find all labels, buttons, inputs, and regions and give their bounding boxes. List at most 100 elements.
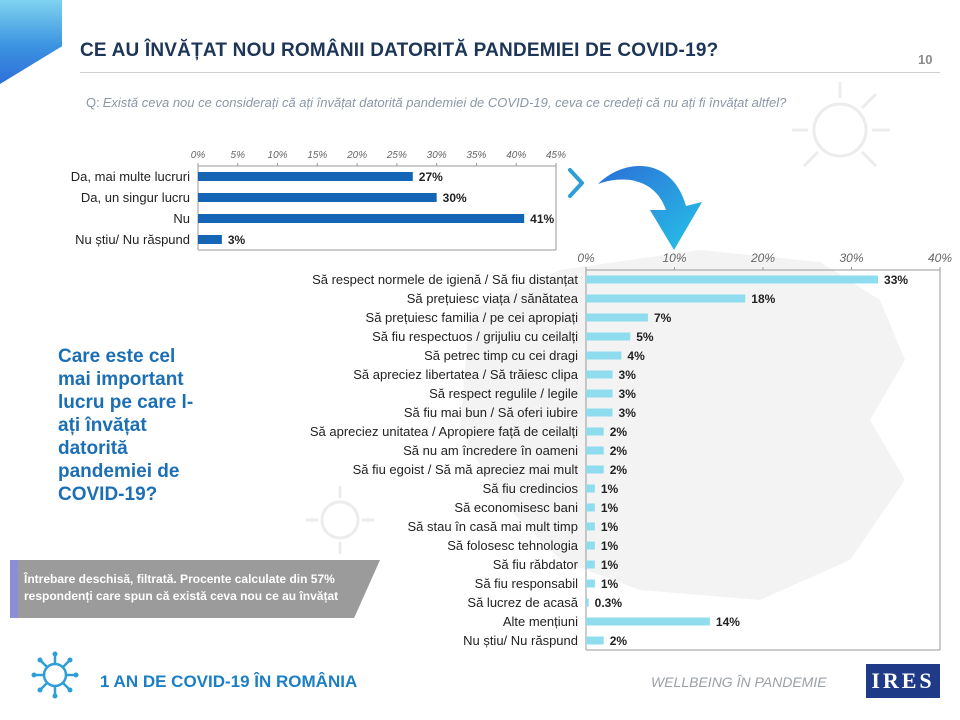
chart-0-category-label: Nu știu/ Nu răspund — [75, 232, 190, 247]
chart-1-value-label: 18% — [751, 292, 775, 306]
chart-0-value-label: 27% — [419, 170, 443, 184]
chart-1-value-label: 2% — [610, 463, 628, 477]
chart-1-value-label: 5% — [636, 330, 654, 344]
chart-1-category-label: Să respect regulile / legile — [429, 386, 578, 401]
chart-1-category-label: Să lucrez de acasă — [467, 595, 578, 610]
chart-1-value-label: 1% — [601, 539, 619, 553]
chart-1-tick-label: 30% — [839, 251, 863, 265]
chart-1-bar — [586, 522, 595, 531]
chart-1-tick-label: 10% — [662, 251, 686, 265]
chart-1-value-label: 2% — [610, 634, 628, 648]
chart-1-value-label: 3% — [619, 406, 637, 420]
curved-arrow-icon — [598, 165, 702, 250]
chart-1-value-label: 2% — [610, 425, 628, 439]
chart-0-tick-label: 30% — [427, 150, 447, 161]
chart-1-category-label: Să apreciez unitatea / Apropiere față de… — [310, 424, 578, 439]
chart-1-bar — [586, 370, 613, 379]
chart-1-bar — [586, 313, 648, 322]
chart-1-value-label: 1% — [601, 558, 619, 572]
chart-1-bar — [586, 427, 604, 436]
chart-0-tick-label: 5% — [231, 150, 246, 161]
chart-1-bar — [586, 446, 604, 455]
chart-1-value-label: 2% — [610, 444, 628, 458]
virus-icon — [31, 651, 79, 699]
chart-1-bar — [586, 541, 595, 550]
chart-1-category-label: Să petrec timp cu cei dragi — [424, 348, 578, 363]
chart-1-value-label: 14% — [716, 615, 740, 629]
side-question: Care este cel mai important lucru pe car… — [58, 346, 194, 505]
chart-1-value-label: 4% — [627, 349, 645, 363]
chart-1-bar — [586, 294, 746, 303]
chart-1-category-label: Să fiu răbdator — [493, 557, 579, 572]
chart-1-bar — [586, 465, 604, 474]
chart-1-category-label: Alte mențiuni — [503, 614, 578, 629]
question-text: Există ceva nou ce considerați că ați în… — [102, 95, 787, 110]
chart-1-value-label: 33% — [884, 273, 908, 287]
chart-1-value-label: 3% — [619, 387, 637, 401]
chevron-right-icon — [568, 168, 584, 198]
chart-0-tick-label: 45% — [546, 150, 566, 161]
chart-0-tick-label: 10% — [268, 150, 288, 161]
chart-1-bar — [586, 617, 710, 626]
chart-1-tick-label: 0% — [577, 251, 595, 265]
chart-1-value-label: 1% — [601, 501, 619, 515]
chart-0-category-label: Nu — [173, 211, 190, 226]
chart-0-tick-label: 40% — [506, 150, 526, 161]
chart-1-bar — [586, 408, 613, 417]
chart-0-bar — [198, 214, 525, 223]
question-label: Q: — [86, 95, 100, 110]
chart-0-tick-label: 25% — [386, 150, 407, 161]
chart-1-value-label: 1% — [601, 577, 619, 591]
chart-1-category-label: Să fiu credincios — [483, 481, 579, 496]
methodology-note: Întrebare deschisă, filtrată. Procente c… — [10, 560, 380, 618]
chart-1-category-label: Să nu am încredere în oameni — [403, 443, 578, 458]
chart-0-bar — [198, 172, 413, 181]
chart-1-category-label: Să fiu responsabil — [475, 576, 578, 591]
chart-1-category-label: Să apreciez libertatea / Să trăiesc clip… — [353, 367, 578, 382]
chart-0-value-label: 3% — [228, 233, 246, 247]
chart-1-bar — [586, 484, 595, 493]
chart-1-category-label: Să folosesc tehnologia — [447, 538, 579, 553]
virus-watermark-icon — [306, 82, 890, 554]
map-silhouette-shape — [460, 250, 905, 600]
chart-1-category-label: Să economisesc bani — [454, 500, 578, 515]
chart-1-bar — [586, 332, 631, 341]
chart-1-tick-label: 20% — [750, 251, 775, 265]
chart-1-bar — [586, 636, 604, 645]
chart-1-value-label: 1% — [601, 520, 619, 534]
chart-0-tick-label: 0% — [191, 150, 206, 161]
chart-0-value-label: 30% — [443, 191, 467, 205]
chart-1-category-label: Să prețuiesc familia / pe cei apropiați — [366, 310, 579, 325]
note-text: Întrebare deschisă, filtrată. Procente c… — [24, 572, 339, 603]
chart-1-bar — [586, 351, 622, 360]
chart-0-tick-label: 20% — [346, 150, 367, 161]
chart-1-value-label: 0.3% — [595, 596, 623, 610]
chart-1-bar — [586, 598, 589, 607]
chart-1-tick-label: 40% — [928, 251, 952, 265]
chart-0-category-label: Da, un singur lucru — [81, 190, 190, 205]
footer-series-title: WELLBEING ÎN PANDEMIE — [651, 674, 827, 690]
page-title: CE AU ÎNVĂȚAT NOU ROMÂNII DATORITĂ PANDE… — [80, 40, 719, 61]
chart-1-value-label: 3% — [619, 368, 637, 382]
page-number: 10 — [918, 52, 933, 67]
chart-1-value-label: 7% — [654, 311, 672, 325]
footer-campaign-title: 1 AN DE COVID-19 ÎN ROMÂNIA — [100, 672, 358, 691]
chart-1-category-label: Să fiu egoist / Să mă apreciez mai mult — [353, 462, 579, 477]
chart-1-bar — [586, 275, 879, 284]
chart-1-category-label: Să stau în casă mai mult timp — [407, 519, 578, 534]
chart-1-bar — [586, 579, 595, 588]
chart-1-bar — [586, 389, 613, 398]
chart-1-category-label: Să fiu respectuos / grijuliu cu ceilalți — [372, 329, 578, 344]
chart-1-value-label: 1% — [601, 482, 619, 496]
chart-0-bar — [198, 235, 222, 244]
survey-question: Q: Există ceva nou ce considerați că ați … — [86, 93, 886, 112]
note-accent-bar — [10, 560, 18, 618]
ires-logo: IRES — [866, 664, 940, 698]
chart-1-category-label: Să prețuiesc viața / sănătatea — [407, 291, 579, 306]
chart-0-bar — [198, 193, 437, 202]
title-divider — [80, 72, 940, 73]
chart-1-bar — [586, 560, 595, 569]
chart-1-bar — [586, 503, 595, 512]
